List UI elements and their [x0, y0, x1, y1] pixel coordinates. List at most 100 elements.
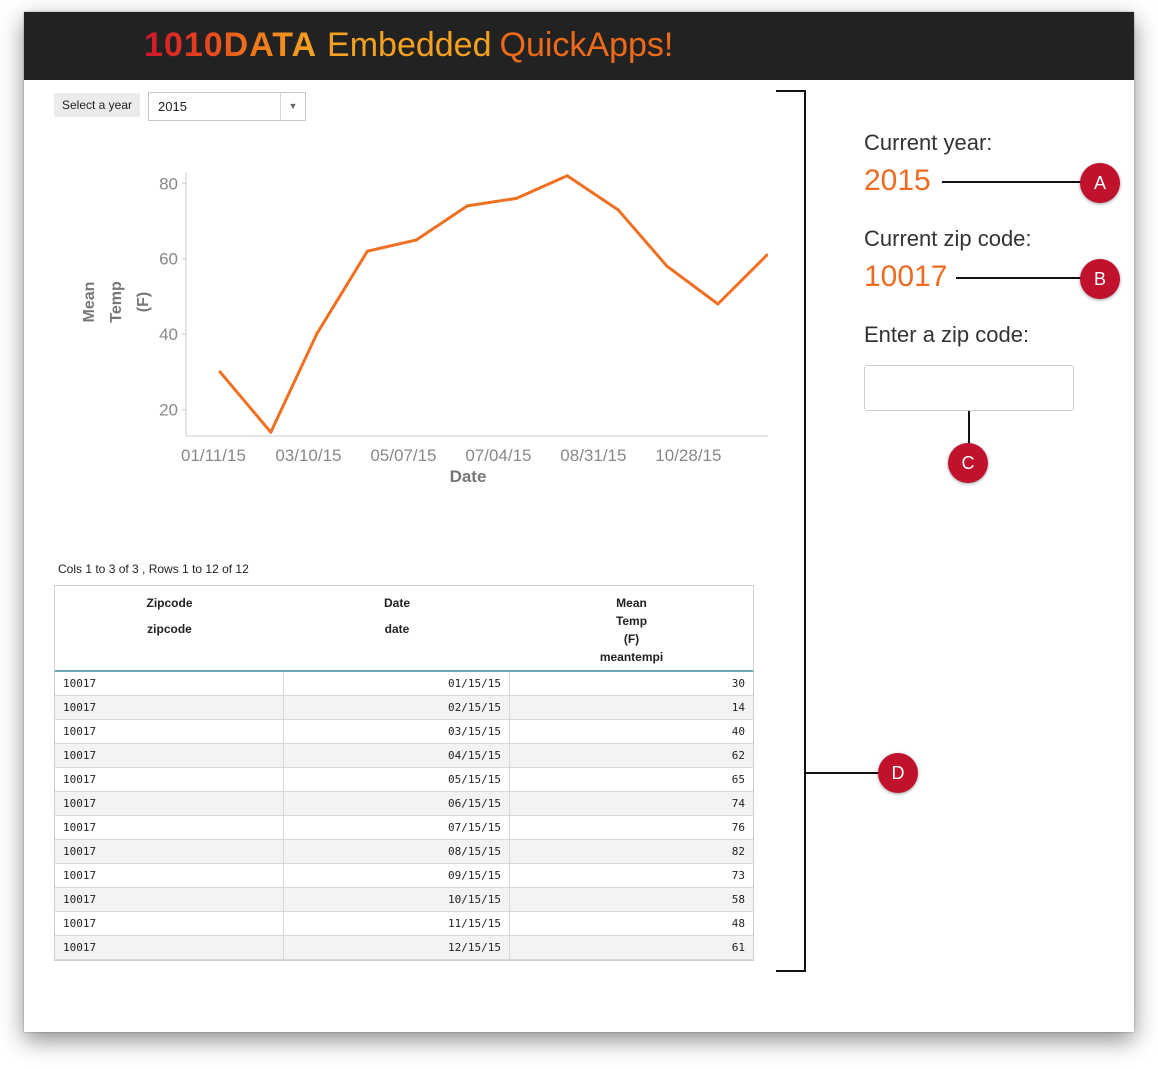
cell-date: 06/15/15 [284, 792, 510, 815]
column-title: Date [383, 596, 410, 610]
series-points [218, 174, 768, 434]
column-header-meantemp[interactable]: Mean Temp (F) meantempi [510, 594, 753, 666]
callout-d: D [878, 753, 918, 793]
callout-c-leader [968, 411, 970, 445]
cell-zipcode: 10017 [55, 768, 284, 791]
current-year-value: 2015 [864, 164, 931, 197]
grid-rows: 10017 01/15/15 30 10017 02/15/15 14 10017 03/15… [55, 672, 753, 960]
table-meta-info: Cols 1 to 3 of 3 , Rows 1 to 12 of 12 [58, 562, 249, 576]
data-point [616, 208, 620, 212]
select-year-label: Select a year [54, 93, 140, 117]
y-tick-label: 60 [159, 250, 178, 269]
cell-meantemp: 73 [731, 869, 745, 882]
cell-zipcode: 10017 [55, 720, 284, 743]
mean-temp-line-chart: Mean Temp (F) 20 40 60 80 01/11/15 03/10/15 05/… [81, 172, 768, 486]
callout-b: B [1080, 259, 1120, 299]
column-title-line: Temp [615, 614, 648, 628]
cell-zipcode: 10017 [55, 936, 284, 959]
data-point [269, 430, 273, 434]
app-logo: 1010DATA Embedded QuickApps! [144, 26, 673, 64]
column-title-line: Mean [616, 596, 647, 610]
cell-meantemp: 30 [731, 677, 745, 690]
data-point [315, 332, 319, 336]
table-row: 10017 05/15/15 65 [55, 768, 753, 792]
grid-header: Zipcode zipcode Date date Mean Temp (F) … [55, 586, 753, 672]
x-tick-label: 08/31/15 [560, 446, 626, 465]
current-year-label: Current year: [864, 130, 993, 155]
app-header: 1010DATA Embedded QuickApps! [24, 12, 1134, 80]
cell-zipcode: 10017 [55, 864, 284, 887]
cell-date: 11/15/15 [284, 912, 510, 935]
cell-date: 08/15/15 [284, 840, 510, 863]
cell-meantemp: 74 [731, 797, 745, 810]
cell-zipcode: 10017 [55, 888, 284, 911]
cell-zipcode: 10017 [55, 672, 284, 695]
x-axis-ticks: 01/11/15 03/10/15 05/07/15 07/04/15 08/31/15… [181, 446, 721, 465]
cell-meantemp: 82 [731, 845, 745, 858]
x-tick-label: 10/28/15 [655, 446, 721, 465]
data-point [365, 249, 369, 253]
column-name: zipcode [147, 622, 192, 636]
data-point [716, 302, 720, 306]
x-tick-label: 03/10/15 [275, 446, 341, 465]
y-tick-label: 80 [159, 174, 178, 193]
dropdown-arrow-icon[interactable]: ▼ [280, 93, 305, 120]
zip-code-input[interactable] [864, 365, 1074, 411]
callout-c: C [948, 443, 988, 483]
cell-meantemp: 40 [731, 725, 745, 738]
logo-embedded-text: Embedded [327, 26, 492, 64]
y-axis-ticks: 20 40 60 80 [159, 174, 186, 420]
table-row: 10017 09/15/15 73 [55, 864, 753, 888]
y-axis-title-line: (F) [135, 292, 152, 312]
column-title-line: (F) [623, 632, 640, 646]
callout-a: A [1080, 163, 1120, 203]
callout-d-bracket [776, 90, 806, 972]
column-header-date[interactable]: Date date [284, 594, 510, 638]
cell-date: 12/15/15 [284, 936, 510, 959]
table-row: 10017 07/15/15 76 [55, 816, 753, 840]
cell-date: 04/15/15 [284, 744, 510, 767]
year-dropdown[interactable]: 2015 ▼ [148, 92, 306, 121]
table-row: 10017 01/15/15 30 [55, 672, 753, 696]
cell-date: 01/15/15 [284, 672, 510, 695]
cell-zipcode: 10017 [55, 792, 284, 815]
x-axis-title: Date [450, 467, 487, 486]
cell-meantemp: 48 [731, 917, 745, 930]
cell-meantemp: 62 [731, 749, 745, 762]
table-row: 10017 04/15/15 62 [55, 744, 753, 768]
table-row: 10017 08/15/15 82 [55, 840, 753, 864]
cell-date: 05/15/15 [284, 768, 510, 791]
y-axis-title-line: Temp [108, 281, 125, 323]
cell-meantemp: 76 [731, 821, 745, 834]
x-tick-label: 05/07/15 [370, 446, 436, 465]
column-title: Zipcode [146, 596, 193, 610]
callout-d-leader [806, 772, 878, 774]
y-axis-title: Mean Temp (F) [81, 281, 152, 323]
cell-date: 02/15/15 [284, 696, 510, 719]
cell-meantemp: 58 [731, 893, 745, 906]
cell-zipcode: 10017 [55, 696, 284, 719]
data-point [765, 253, 768, 257]
x-tick-label: 07/04/15 [465, 446, 531, 465]
data-point [218, 370, 222, 374]
table-row: 10017 12/15/15 61 [55, 936, 753, 960]
cell-meantemp: 65 [731, 773, 745, 786]
table-row: 10017 06/15/15 74 [55, 792, 753, 816]
table-row: 10017 02/15/15 14 [55, 696, 753, 720]
callout-a-leader [942, 181, 1084, 183]
y-axis-title-line: Mean [81, 282, 98, 323]
data-point [565, 174, 569, 178]
table-row: 10017 11/15/15 48 [55, 912, 753, 936]
column-header-zipcode[interactable]: Zipcode zipcode [55, 594, 284, 638]
cell-meantemp: 61 [731, 941, 745, 954]
cell-date: 07/15/15 [284, 816, 510, 839]
table-row: 10017 03/15/15 40 [55, 720, 753, 744]
cell-zipcode: 10017 [55, 912, 284, 935]
data-point [665, 264, 669, 268]
cell-zipcode: 10017 [55, 744, 284, 767]
data-point [465, 204, 469, 208]
callout-b-leader [956, 277, 1084, 279]
cell-meantemp: 14 [731, 701, 745, 714]
x-tick-label: 01/11/15 [181, 446, 246, 465]
cell-date: 03/15/15 [284, 720, 510, 743]
